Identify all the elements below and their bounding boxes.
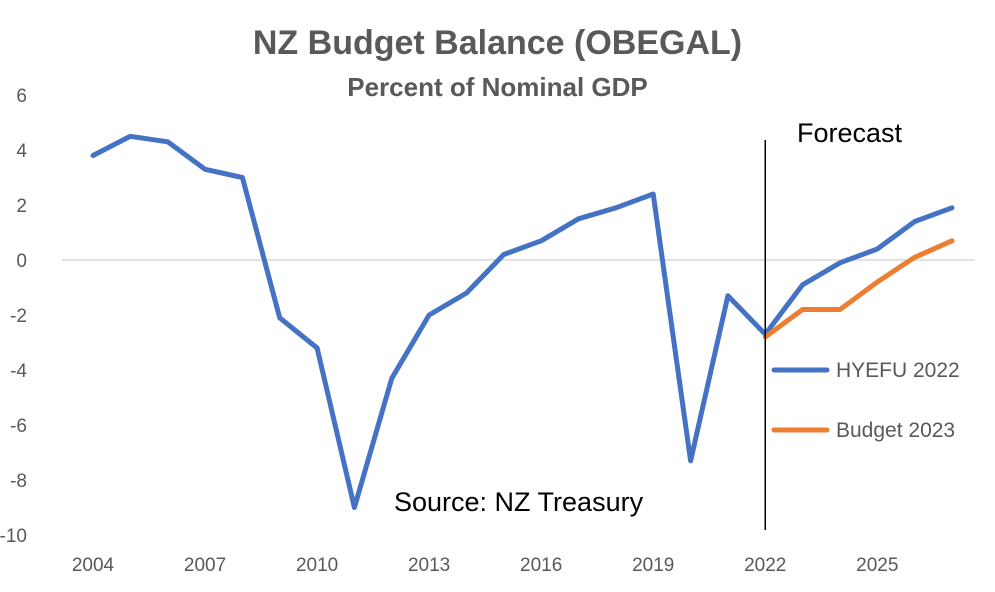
y-tick-label: -4 <box>10 361 27 382</box>
axis-layer: 6 4 2 0 -2 -4 -6 -8 -10 2004 2007 2010 2013 2016 2019 2… <box>0 86 975 576</box>
legend-label-2: Budget 2023 <box>836 419 955 442</box>
x-tick-label: 2004 <box>72 555 115 576</box>
annotation-layer: Forecast Source: NZ Treasury <box>394 118 903 530</box>
y-tick-label: 4 <box>16 141 27 162</box>
y-tick-label: 2 <box>16 196 27 217</box>
chart-title: NZ Budget Balance (OBEGAL) <box>252 24 743 62</box>
forecast-label: Forecast <box>797 118 903 148</box>
x-tick-label: 2007 <box>184 555 226 576</box>
y-tick-label: -6 <box>10 416 27 437</box>
x-tick-label: 2010 <box>296 555 338 576</box>
series-layer <box>90 133 955 510</box>
legend-label-1: HYEFU 2022 <box>836 359 960 382</box>
y-tick-label: -10 <box>0 526 27 547</box>
y-tick-label: -2 <box>10 306 27 327</box>
y-tick-label: 0 <box>16 251 27 272</box>
legend: HYEFU 2022 Budget 2023 <box>771 359 960 442</box>
x-tick-label: 2019 <box>632 555 674 576</box>
x-tick-label: 2016 <box>520 555 562 576</box>
series-line-1 <box>90 133 955 510</box>
y-tick-label: 6 <box>16 86 27 107</box>
source-label: Source: NZ Treasury <box>394 487 644 517</box>
x-tick-label: 2022 <box>744 555 786 576</box>
x-tick-label: 2013 <box>408 555 450 576</box>
x-tick-label: 2025 <box>856 555 898 576</box>
chart-subtitle: Percent of Nominal GDP <box>347 72 648 102</box>
y-tick-label: -8 <box>10 471 27 492</box>
series-line-2 <box>762 238 955 340</box>
